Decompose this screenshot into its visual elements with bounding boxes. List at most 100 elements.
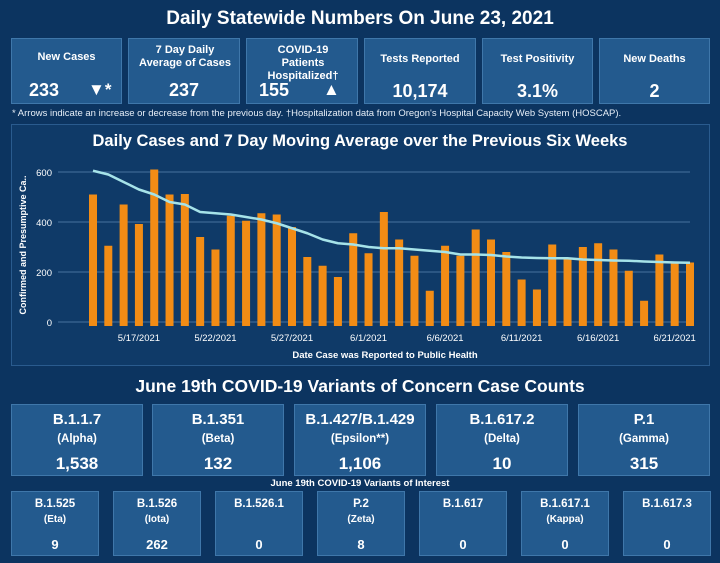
variant-count: 0	[561, 537, 569, 552]
y-tick-label: 400	[36, 218, 52, 229]
kpi-label: Tests Reported	[380, 53, 460, 65]
bar	[333, 277, 342, 326]
kpi-hospitalized[interactable]: COVID-19 Patients Hospitalized† 155 ▲	[246, 38, 358, 104]
variant-alias: (Alpha)	[57, 433, 97, 445]
variant-alias: (Kappa)	[546, 514, 584, 525]
variant-name: B.1.617.1	[540, 498, 590, 510]
increase-arrow-icon: ▲	[323, 80, 340, 99]
bar	[594, 243, 603, 326]
moving-average-line	[92, 169, 691, 264]
bar	[257, 213, 266, 326]
x-tick-label: 6/21/2021	[654, 333, 696, 344]
kpi-new-cases[interactable]: New Cases 233 ▼*	[11, 38, 122, 104]
variant-name: P.2	[353, 498, 369, 510]
bar	[425, 290, 434, 326]
bar	[517, 279, 526, 326]
chart-title: Daily Cases and 7 Day Moving Average ove…	[92, 132, 628, 150]
bar	[180, 194, 189, 326]
bar	[165, 194, 174, 326]
kpi-value: 3.1%	[516, 81, 559, 101]
kpi-label: COVID-19 Patients Hospitalized†	[267, 44, 339, 82]
bar	[196, 237, 205, 326]
kpi-label: New Deaths	[623, 53, 686, 65]
variant-count: 315	[629, 454, 659, 473]
variant-concern-card[interactable]: B.1.1.7 (Alpha) 1,538	[11, 404, 143, 476]
kpi-7-day-average[interactable]: 7 Day Daily Average of Cases 237	[128, 38, 240, 104]
variant-interest-card[interactable]: B.1.526 (Iota) 262	[113, 491, 201, 556]
variant-count: 8	[357, 537, 365, 552]
bar	[624, 270, 633, 326]
bar	[441, 245, 450, 326]
variant-concern-card[interactable]: B.1.617.2 (Delta) 10	[436, 404, 568, 476]
bar	[456, 255, 465, 326]
variant-name: B.1.427/B.1.429	[305, 411, 415, 428]
variant-name: B.1.617	[442, 498, 484, 510]
bar	[288, 227, 296, 326]
variant-count: 9	[51, 537, 59, 552]
y-tick-label: 600	[36, 168, 52, 179]
variant-count: 0	[255, 537, 263, 552]
variant-count: 1,538	[55, 454, 99, 473]
variant-name: B.1.525	[34, 498, 76, 510]
variant-alias: (Delta)	[484, 433, 520, 445]
bar	[578, 247, 587, 326]
bar	[548, 244, 557, 326]
variants-title: June 19th COVID-19 Variants of Concern C…	[135, 376, 585, 396]
variant-interest-card[interactable]: P.2 (Zeta) 8	[317, 491, 405, 556]
variant-count: 0	[663, 537, 671, 552]
variant-alias: (Zeta)	[347, 514, 375, 525]
bar	[563, 259, 572, 326]
kpi-tests-reported[interactable]: Tests Reported 10,174	[364, 38, 476, 104]
bar	[272, 214, 281, 326]
kpi-test-positivity[interactable]: Test Positivity 3.1%	[482, 38, 593, 104]
kpi-value: 233	[29, 80, 60, 100]
y-tick-label: 0	[47, 318, 52, 329]
bar	[119, 204, 128, 326]
variant-name: B.1.617.3	[642, 498, 692, 510]
x-tick-label: 6/6/2021	[427, 333, 464, 344]
kpi-value: 155	[259, 80, 290, 100]
variant-interest-card[interactable]: B.1.617.1 (Kappa) 0	[521, 491, 609, 556]
x-axis-label: Date Case was Reported to Public Health	[292, 350, 477, 361]
bar	[104, 245, 113, 326]
bar	[242, 220, 251, 326]
bar	[150, 169, 159, 326]
kpi-value: 10,174	[392, 81, 448, 101]
kpi-label: 7 Day Daily Average of Cases	[139, 44, 231, 69]
variants-interest-title: June 19th COVID-19 Variants of Interest	[270, 478, 450, 489]
bar	[379, 212, 388, 326]
variant-interest-card[interactable]: B.1.526.1 0	[215, 491, 303, 556]
variant-interest-card[interactable]: B.1.525 (Eta) 9	[11, 491, 99, 556]
variant-alias: (Epsilon**)	[330, 433, 390, 445]
bar	[318, 265, 327, 326]
variant-concern-card[interactable]: B.1.427/B.1.429 (Epsilon**) 1,106	[294, 404, 426, 476]
variant-name: B.1.617.2	[469, 411, 535, 428]
bar	[410, 255, 419, 326]
page-title: Daily Statewide Numbers On June 23, 2021	[166, 8, 554, 29]
bar	[134, 224, 143, 326]
variant-concern-card[interactable]: P.1 (Gamma) 315	[578, 404, 710, 476]
kpi-new-deaths[interactable]: New Deaths 2	[599, 38, 710, 104]
bar	[655, 254, 664, 326]
x-tick-label: 6/1/2021	[350, 333, 387, 344]
bar	[502, 252, 511, 326]
decrease-arrow-icon: ▼*	[88, 80, 112, 99]
variant-count: 262	[146, 537, 168, 552]
variant-name: B.1.351	[191, 411, 245, 428]
bar	[226, 215, 235, 326]
kpi-label: Test Positivity	[500, 53, 575, 65]
variant-count: 10	[492, 454, 512, 473]
variant-interest-card[interactable]: B.1.617 0	[419, 491, 507, 556]
bar	[395, 239, 404, 326]
variant-interest-card[interactable]: B.1.617.3 0	[623, 491, 711, 556]
bar	[640, 300, 649, 326]
x-tick-label: 5/22/2021	[194, 333, 236, 344]
bar	[89, 194, 97, 326]
bar	[532, 289, 541, 326]
kpi-label: New Cases	[37, 51, 96, 63]
variant-concern-card[interactable]: B.1.351 (Beta) 132	[152, 404, 284, 476]
variant-alias: (Beta)	[201, 433, 235, 445]
y-axis-label: Confirmed and Presumptive Ca..	[18, 175, 28, 314]
variant-name: B.1.526	[136, 498, 178, 510]
